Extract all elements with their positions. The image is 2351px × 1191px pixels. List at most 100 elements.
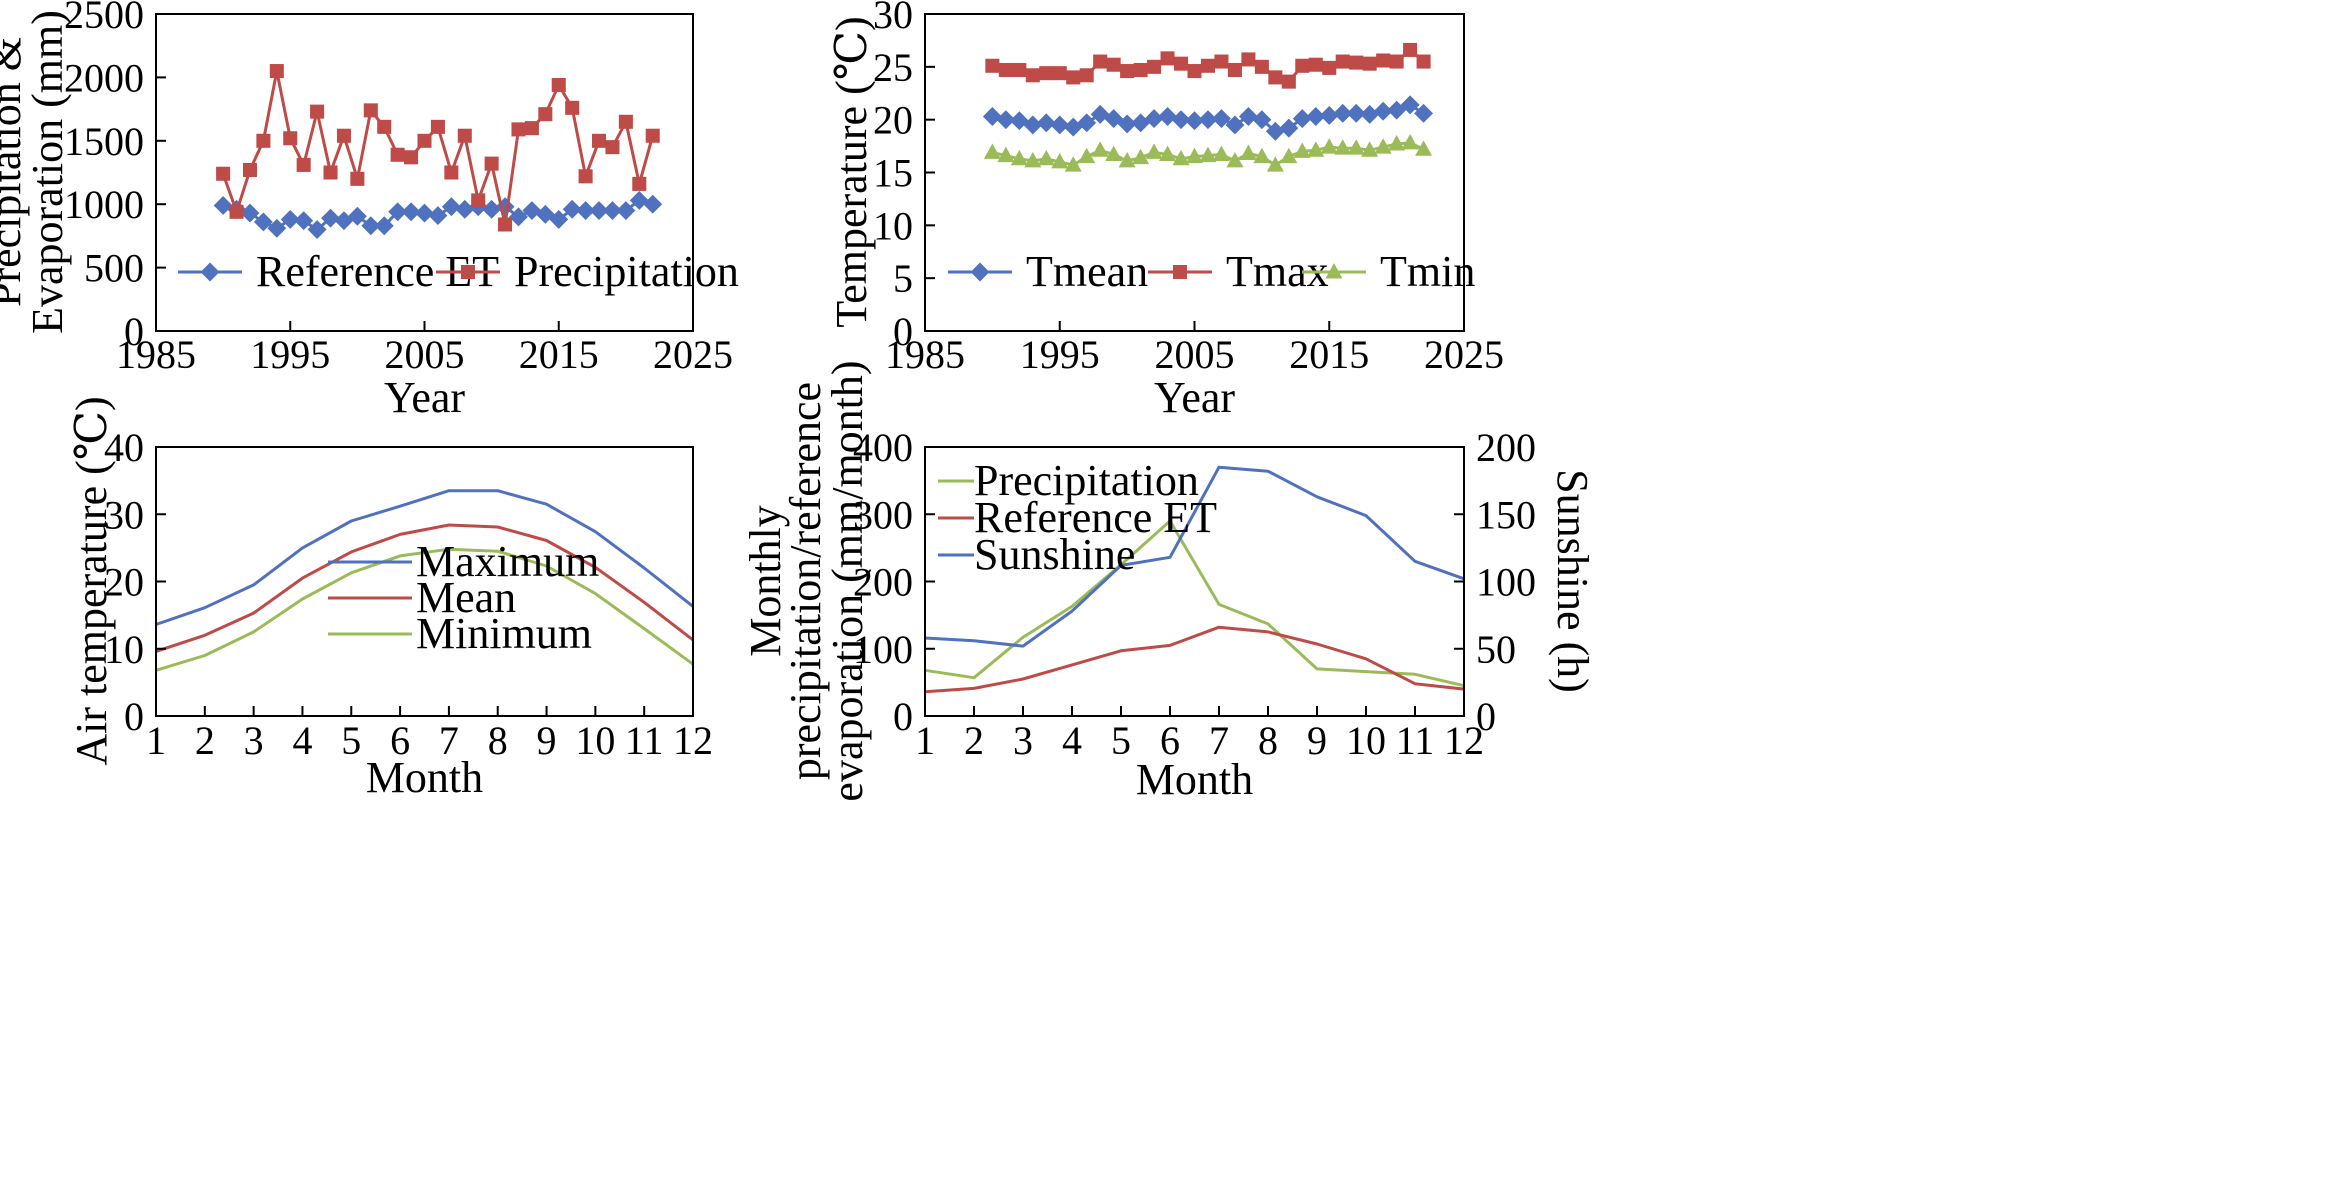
y-tick-label: 2000 [64, 55, 144, 100]
data-point [1212, 145, 1230, 162]
x-tick-label: 9 [1307, 718, 1327, 763]
data-point [417, 133, 432, 148]
legend-entry: Precipitation [436, 247, 739, 296]
data-point [1238, 107, 1258, 126]
x-tick-label: 2005 [1155, 332, 1235, 377]
data-point [1308, 57, 1323, 72]
legend: Tmean Tmax Tmin [948, 247, 1475, 296]
data-point [1185, 147, 1204, 164]
data-point [562, 199, 582, 219]
data-point [455, 199, 475, 219]
data-point [1023, 115, 1043, 135]
y-tick-label: 10 [873, 203, 913, 248]
data-point [551, 77, 566, 93]
y-tick-label: 20 [873, 98, 913, 143]
data-point [1066, 70, 1081, 85]
data-point [361, 216, 381, 236]
data-point [1360, 104, 1380, 124]
data-point [229, 204, 244, 219]
data-point [1214, 54, 1229, 69]
series-tmin [983, 134, 1433, 172]
y-axis-title: Evaporation (mm) [23, 10, 72, 334]
data-point [388, 202, 408, 222]
data-point [350, 171, 365, 186]
legend-label: Reference ET [974, 493, 1217, 542]
y-axis-title: Precipitation & [0, 37, 30, 307]
y-tick-label: 0 [893, 309, 913, 354]
x-tick-label: 10 [575, 718, 615, 763]
data-point [430, 119, 445, 134]
y-axis-title: evaporation (mm/month) [823, 360, 872, 801]
x-tick-label: 2025 [1424, 332, 1504, 377]
data-point [347, 206, 367, 226]
series-sunshine [924, 465, 1465, 648]
x-tick-label: 1985 [885, 332, 965, 377]
data-point [336, 128, 351, 143]
legend-marker [200, 262, 220, 282]
data-point [565, 100, 580, 115]
data-point [1266, 156, 1284, 172]
x-tick-label: 9 [537, 718, 557, 763]
x-tick-label: 2 [195, 718, 215, 763]
y2-axis-title: Sunshine (h) [1548, 469, 1597, 693]
data-point [1063, 117, 1083, 137]
legend-label: Tmin [1380, 247, 1475, 296]
y2-tick-label: 100 [1476, 560, 1536, 605]
legend-marker [1172, 264, 1188, 280]
data-point [256, 133, 271, 148]
data-point [1319, 105, 1339, 125]
x-tick-label: 3 [1013, 718, 1033, 763]
data-point [1227, 62, 1242, 78]
legend-entry: Sunshine [938, 530, 1135, 579]
data-point [1117, 114, 1137, 134]
data-point [509, 207, 528, 227]
data-point [1091, 141, 1109, 157]
data-point [522, 201, 542, 220]
data-point [242, 162, 257, 177]
data-point [1200, 58, 1215, 73]
data-point [1335, 54, 1350, 69]
y-tick-label: 0 [124, 309, 144, 354]
x-tick-label: 5 [341, 718, 361, 763]
data-point [1024, 151, 1042, 168]
series-reference-et [924, 625, 1465, 694]
legend-entry: Minimum [328, 609, 592, 658]
series-minimum [155, 547, 694, 672]
data-point [632, 176, 647, 191]
x-tick-label: 1 [146, 718, 166, 763]
y-tick-label: 300 [853, 492, 913, 537]
chart-2: 1985 1995 2005 2015 2025051015202530YearTemp… [827, 0, 1504, 422]
data-point [1254, 59, 1269, 74]
data-point [1414, 103, 1434, 123]
data-point [441, 197, 461, 217]
data-point [1387, 100, 1407, 120]
data-point [1306, 107, 1326, 126]
data-point [267, 218, 287, 238]
data-point [998, 62, 1013, 78]
data-point [983, 143, 1001, 159]
data-point [1239, 144, 1257, 160]
data-point [1050, 115, 1070, 135]
data-point [471, 193, 486, 208]
y2-tick-label: 150 [1476, 492, 1536, 537]
series-line [924, 465, 1465, 648]
series-mean [155, 523, 694, 653]
y-tick-label: 15 [873, 151, 913, 196]
data-point [1158, 107, 1177, 126]
data-point [253, 212, 273, 232]
data-point [1147, 59, 1162, 74]
y-tick-label: 5 [893, 256, 913, 301]
legend: Reference ET Precipitation [178, 247, 739, 296]
data-point [1174, 56, 1189, 71]
data-point [428, 206, 448, 226]
x-tick-label: 4 [1062, 718, 1082, 763]
data-point [1133, 62, 1148, 78]
series-line [155, 489, 694, 626]
x-tick-label: 12 [1444, 718, 1484, 763]
data-point [484, 156, 499, 171]
y2-tick-label: 50 [1476, 627, 1516, 672]
data-point [1037, 149, 1055, 166]
x-tick-label: 12 [673, 718, 713, 763]
